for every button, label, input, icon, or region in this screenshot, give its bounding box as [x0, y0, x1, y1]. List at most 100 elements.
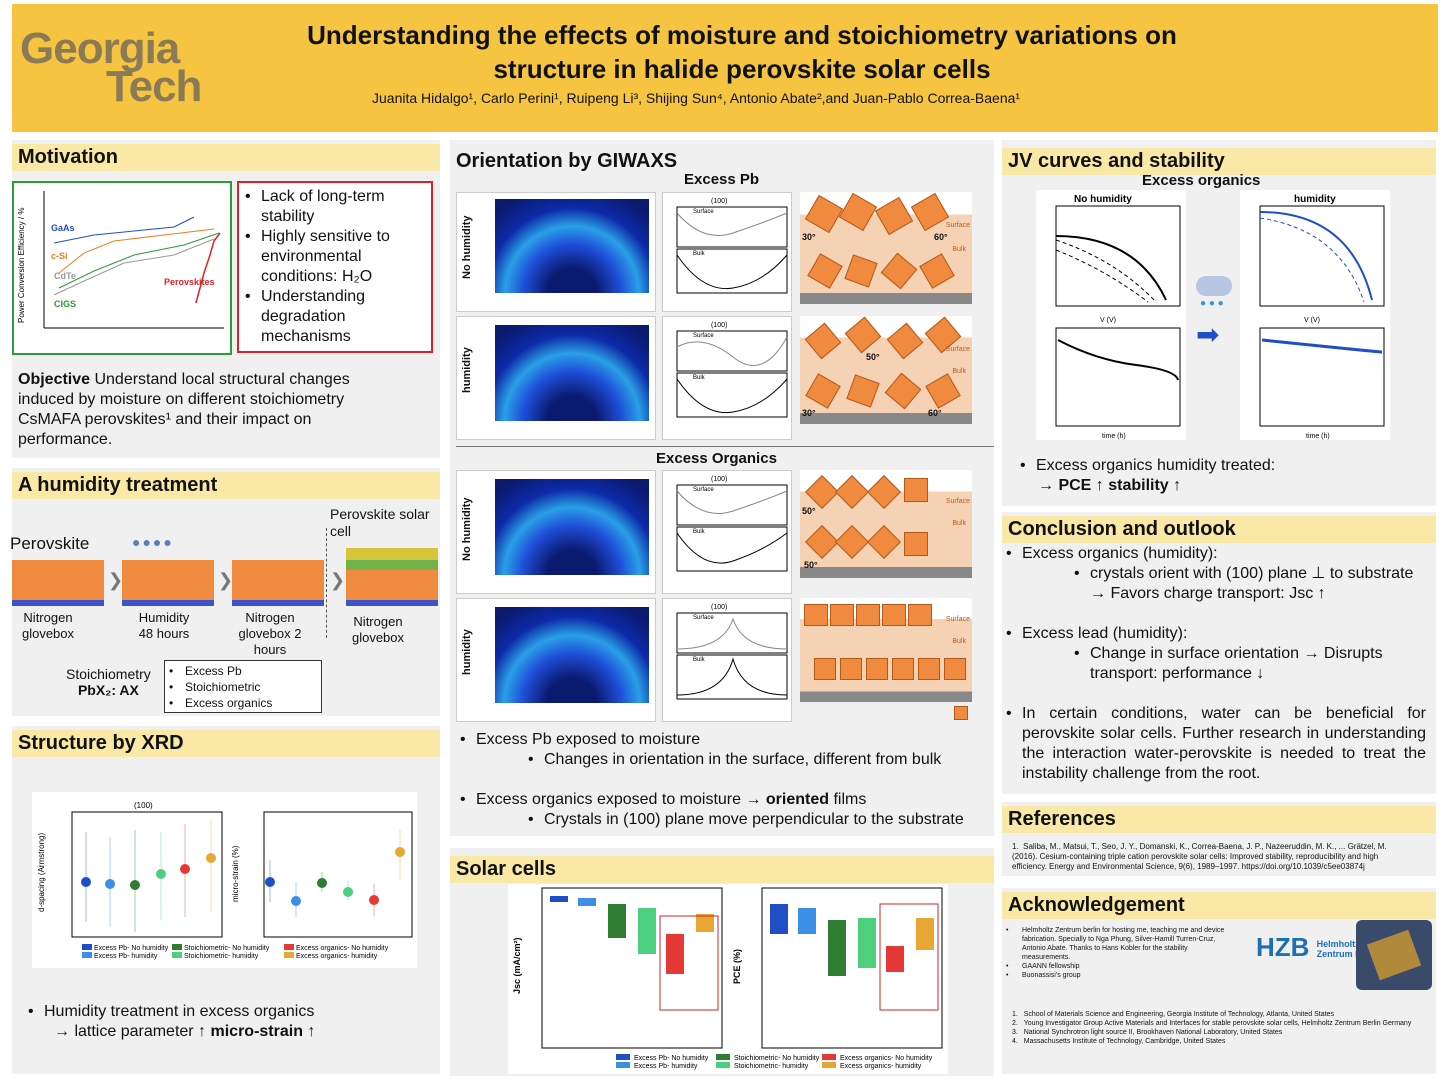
ack-list: Helmholtz Zentrum berlin for hosting me,… [1006, 926, 1236, 980]
svg-text:(100): (100) [711, 476, 727, 483]
svg-text:micro-strain (%): micro-strain (%) [231, 845, 240, 902]
poster-title: Understanding the effects of moisture an… [242, 18, 1242, 86]
step-1: Nitrogen glovebox [14, 610, 82, 642]
svg-text:d-spacing (Armstrong): d-spacing (Armstrong) [37, 833, 46, 912]
svg-text:Bulk: Bulk [693, 251, 706, 257]
svg-text:Bulk: Bulk [693, 657, 706, 663]
motivation-bullets: Lack of long-term stability Highly sensi… [237, 181, 433, 353]
svg-text:humidity: humidity [1294, 194, 1336, 205]
substrate-2 [122, 600, 214, 606]
top-layer [346, 548, 438, 560]
crystal-schematic-pb-nohum: 30° 60° Surface Bulk [800, 192, 972, 304]
solar-cell-photo [1356, 920, 1432, 990]
svg-text:Excess Pb- No humidity: Excess Pb- No humidity [634, 1055, 709, 1062]
series-label-csi: c-Si [51, 251, 68, 261]
step-3: Nitrogen glovebox 2 hours [236, 610, 304, 658]
dspacing-points [81, 820, 216, 932]
svg-text:Stoichiometric- No humidity: Stoichiometric- No humidity [734, 1055, 820, 1062]
cube-legend-icon [954, 706, 968, 720]
crystal-schematic-org-nohum: 50° 50° Surface Bulk [800, 470, 972, 578]
profile-pb-hum: (100) Surface Bulk [662, 316, 792, 440]
profile-pb-nohum: (100) Surface Bulk [662, 192, 792, 312]
svg-text:Stoichiometric- No humidity: Stoichiometric- No humidity [184, 945, 270, 952]
sample-4 [346, 570, 438, 600]
perovskite-label: Perovskite [10, 534, 89, 554]
svg-text:Excess organics- humidity: Excess organics- humidity [296, 953, 378, 960]
step-4: Nitrogen glovebox [344, 614, 412, 646]
svg-text:Surface: Surface [693, 333, 714, 339]
bullet-degradation: Understanding degradation mechanisms [245, 287, 425, 347]
xrd-plots: (100) d-spacing (Armstrong) micro-strain… [32, 792, 417, 968]
xrd-bullets: Humidity treatment in excess organics → … [28, 1002, 428, 1042]
substrate-1 [12, 600, 104, 606]
giwaxs-bullets: Excess Pb exposed to moisture Changes in… [460, 730, 990, 830]
svg-text:V (V): V (V) [1304, 317, 1320, 324]
svg-text:(100): (100) [711, 198, 727, 205]
svg-text:No humidity: No humidity [1074, 194, 1132, 205]
arrow-icon: ❯ [218, 570, 233, 591]
htl-layer [346, 560, 438, 570]
authors: Juanita Hidalgo¹, Carlo Perini¹, Ruipeng… [372, 90, 1020, 106]
excess-organics-label: Excess Organics [656, 450, 777, 467]
strain-points [265, 830, 405, 917]
svg-text:(100): (100) [711, 604, 727, 611]
svg-text:Surface: Surface [693, 209, 714, 215]
solar-cell-label: Perovskite solar cell [330, 506, 430, 540]
jv-humidity-plot: humidity V (V) time (h) [1240, 190, 1390, 440]
raindrop-icon: ● ● ● [1200, 298, 1224, 309]
svg-text:Surface: Surface [693, 487, 714, 493]
bullet-stability: Lack of long-term stability [245, 187, 425, 227]
svg-text:V (V): V (V) [1100, 317, 1116, 324]
svg-text:Excess organics- No humidity: Excess organics- No humidity [296, 945, 389, 952]
jv-heading: JV curves and stability [1002, 148, 1436, 175]
svg-text:Excess Pb- humidity: Excess Pb- humidity [634, 1063, 698, 1070]
series-label-gaas: GaAs [51, 223, 75, 233]
profile-org-hum: (100) Surface Bulk [662, 598, 792, 722]
svg-text:Excess organics- humidity: Excess organics- humidity [840, 1063, 922, 1070]
xrd-plot-title: (100) [134, 801, 153, 810]
divider [326, 528, 327, 638]
conclusion-heading: Conclusion and outlook [1002, 516, 1436, 543]
svg-text:Bulk: Bulk [693, 529, 706, 535]
giwaxs-map-pb-nohum: No humidity [456, 192, 656, 312]
svg-text:PCE (%): PCE (%) [732, 949, 742, 984]
svg-text:time (h): time (h) [1306, 433, 1330, 440]
solar-box-plots: Jsc (mA/cm²) PCE (%) Excess Pb- No humid… [508, 884, 948, 1074]
svg-text:Stoichiometric- humidity: Stoichiometric- humidity [734, 1063, 809, 1070]
excess-pb-label: Excess Pb [684, 171, 759, 188]
sample-1 [12, 560, 104, 600]
stoich-box: Excess Pb Stoichiometric Excess organics [164, 660, 322, 713]
step-2: Humidity 48 hours [130, 610, 198, 642]
svg-text:Surface: Surface [693, 615, 714, 621]
arrow-icon: ❯ [108, 570, 123, 591]
conclusion-content: Excess organics (humidity): crystals ori… [1006, 544, 1426, 784]
svg-text:(100): (100) [711, 322, 727, 329]
crystal-schematic-org-hum: Surface Bulk [800, 598, 972, 702]
crystal-schematic-pb-hum: 50° 30° 60° Surface Bulk [800, 316, 972, 424]
humidity-heading: A humidity treatment [12, 472, 440, 499]
series-label-cigs: CIGS [54, 299, 76, 309]
sample-2 [122, 560, 214, 600]
svg-text:Excess Pb- humidity: Excess Pb- humidity [94, 953, 158, 960]
references-heading: References [1002, 806, 1436, 833]
efficiency-chart: GaAs c-Si CdTe CIGS Perovskites Power Co… [12, 181, 232, 355]
chart-ylabel: Power Conversion Efficiency / % [17, 208, 26, 323]
ack-heading: Acknowledgement [1002, 892, 1436, 919]
sample-3 [232, 560, 324, 600]
substrate-4 [346, 600, 438, 606]
giwaxs-map-org-hum: humidity [456, 598, 656, 722]
arrow-icon: ❯ [330, 570, 345, 591]
reference-1: 1. Saliba, M., Matsui, T., Seo, J. Y., D… [1012, 842, 1412, 872]
jv-bullets: Excess organics humidity treated: → PCE … [1020, 456, 1420, 496]
stoich-label: Stoichiometry PbX₂: AX [66, 666, 151, 698]
svg-text:Excess organics- No humidity: Excess organics- No humidity [840, 1055, 933, 1062]
bullet-sensitive: Highly sensitive to environmental condit… [245, 227, 425, 287]
giwaxs-divider [456, 446, 994, 447]
objective: Objective Understand local structural ch… [18, 370, 378, 450]
poster-header: Georgia Tech Understanding the effects o… [12, 4, 1438, 132]
substrate-3 [232, 600, 324, 606]
svg-text:Bulk: Bulk [693, 375, 706, 381]
affiliations: 1. School of Materials Science and Engin… [1012, 1010, 1430, 1046]
solar-heading: Solar cells [450, 856, 994, 883]
svg-text:Jsc (mA/cm²): Jsc (mA/cm²) [512, 937, 522, 994]
